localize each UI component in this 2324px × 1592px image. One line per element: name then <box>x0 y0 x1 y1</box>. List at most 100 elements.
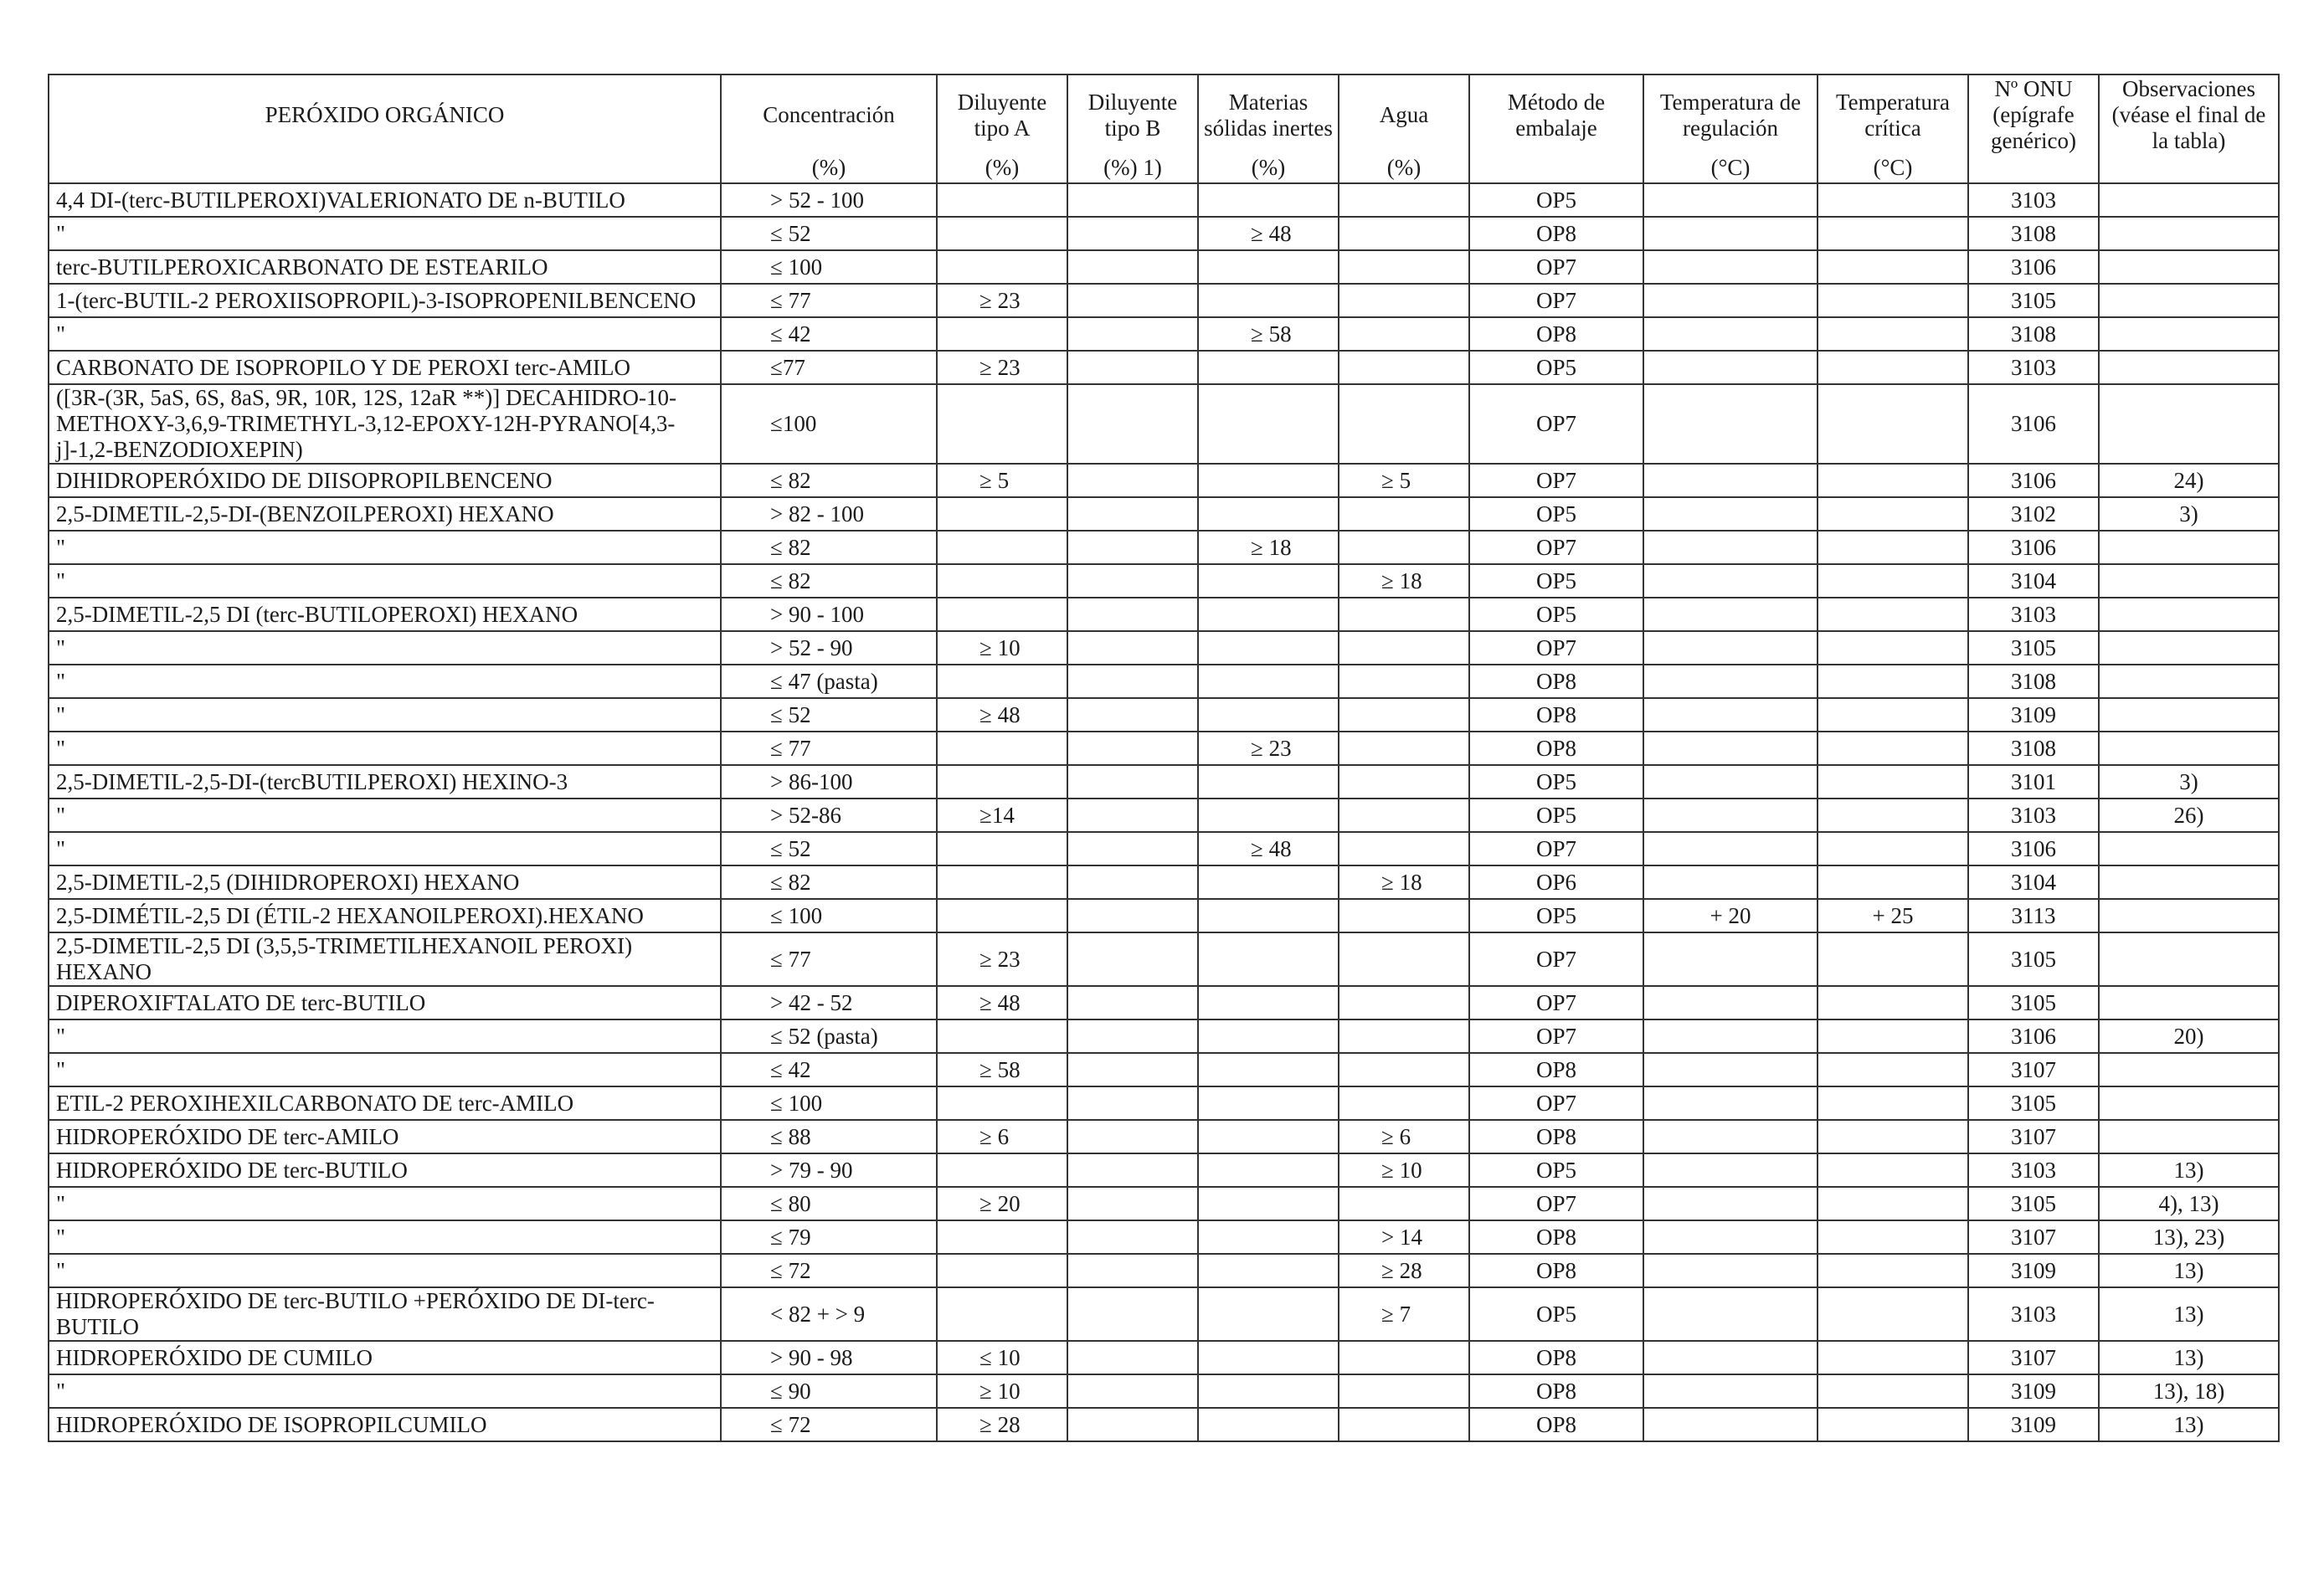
cell-observations: 13), 18) <box>2098 1374 2280 1409</box>
cell-packing-method: OP7 <box>1468 249 1644 285</box>
cell-water <box>1338 350 1470 385</box>
cell-critical-temperature <box>1817 1220 1969 1255</box>
cell-concentration: ≤100 <box>720 383 938 465</box>
cell-packing-method: OP7 <box>1468 283 1644 318</box>
cell-critical-temperature <box>1817 1052 1969 1087</box>
cell-inert-solids: ≥ 48 <box>1197 216 1339 251</box>
cell-control-temperature <box>1643 764 1818 799</box>
cell-un-number: 3113 <box>1967 898 2100 933</box>
cell-observations <box>2098 316 2280 352</box>
cell-un-number: 3106 <box>1967 831 2100 866</box>
cell-concentration: ≤ 90 <box>720 1374 938 1409</box>
cell-control-temperature <box>1643 932 1818 987</box>
header-label: Diluyente tipo B <box>1087 89 1178 141</box>
cell-diluent-type-b <box>1067 1340 1199 1375</box>
cell-diluent-type-b <box>1067 798 1199 833</box>
cell-diluent-type-b <box>1067 1019 1199 1054</box>
cell-diluent-type-a: ≥ 23 <box>936 932 1068 987</box>
header-unit: (%) 1) <box>1103 155 1162 180</box>
cell-control-temperature <box>1643 985 1818 1020</box>
cell-peroxide-name: HIDROPERÓXIDO DE terc-AMILO <box>48 1119 722 1154</box>
cell-critical-temperature <box>1817 597 1969 632</box>
cell-control-temperature <box>1643 496 1818 532</box>
cell-observations <box>2098 664 2280 699</box>
cell-peroxide-name: " <box>48 697 722 732</box>
cell-water <box>1338 630 1470 665</box>
cell-packing-method: OP5 <box>1468 496 1644 532</box>
cell-water <box>1338 932 1470 987</box>
table-row: 2,5-DIMETIL-2,5 DI (terc-BUTILOPEROXI) H… <box>48 597 2280 632</box>
cell-un-number: 3105 <box>1967 630 2100 665</box>
cell-peroxide-name: " <box>48 1253 722 1288</box>
cell-peroxide-name: 2,5-DIMETIL-2,5-DI-(BENZOILPEROXI) HEXAN… <box>48 496 722 532</box>
cell-observations: 13), 23) <box>2098 1220 2280 1255</box>
cell-packing-method: OP8 <box>1468 1220 1644 1255</box>
cell-peroxide-name: CARBONATO DE ISOPROPILO Y DE PEROXI terc… <box>48 350 722 385</box>
cell-peroxide-name: HIDROPERÓXIDO DE terc-BUTILO <box>48 1153 722 1188</box>
table-row: " ≤ 79 > 14 OP8 3107 13), 23) <box>48 1220 2280 1255</box>
cell-observations: 13) <box>2098 1286 2280 1342</box>
cell-water <box>1338 1019 1470 1054</box>
cell-diluent-type-a <box>936 1286 1068 1342</box>
cell-packing-method: OP5 <box>1468 764 1644 799</box>
cell-diluent-type-b <box>1067 764 1199 799</box>
cell-un-number: 3103 <box>1967 1153 2100 1188</box>
cell-water <box>1338 597 1470 632</box>
cell-critical-temperature <box>1817 630 1969 665</box>
cell-concentration: ≤ 79 <box>720 1220 938 1255</box>
cell-control-temperature <box>1643 1119 1818 1154</box>
header-un-number: Nº ONU (epígrafe genérico) <box>1967 74 2100 184</box>
cell-un-number: 3107 <box>1967 1340 2100 1375</box>
cell-peroxide-name: 2,5-DIMETIL-2,5 DI (terc-BUTILOPEROXI) H… <box>48 597 722 632</box>
table-row: " ≤ 82 ≥ 18 OP7 3106 <box>48 530 2280 565</box>
cell-packing-method: OP7 <box>1468 985 1644 1020</box>
cell-critical-temperature <box>1817 831 1969 866</box>
header-unit: (%) <box>1251 155 1286 180</box>
cell-un-number: 3105 <box>1967 985 2100 1020</box>
cell-control-temperature: + 20 <box>1643 898 1818 933</box>
header-critical-temperature: Temperatura crítica (°C) <box>1817 74 1969 184</box>
cell-peroxide-name: 2,5-DIMÉTIL-2,5 DI (ÉTIL-2 HEXANOILPEROX… <box>48 898 722 933</box>
cell-critical-temperature <box>1817 316 1969 352</box>
cell-diluent-type-b <box>1067 1153 1199 1188</box>
cell-inert-solids: ≥ 58 <box>1197 316 1339 352</box>
cell-concentration: ≤ 82 <box>720 530 938 565</box>
cell-water <box>1338 383 1470 465</box>
cell-packing-method: OP7 <box>1468 530 1644 565</box>
cell-control-temperature <box>1643 731 1818 766</box>
cell-diluent-type-a <box>936 530 1068 565</box>
table-row: HIDROPERÓXIDO DE terc-BUTILO > 79 - 90 ≥ 1… <box>48 1153 2280 1188</box>
cell-critical-temperature <box>1817 1407 1969 1442</box>
cell-observations <box>2098 1119 2280 1154</box>
cell-diluent-type-a <box>936 182 1068 218</box>
cell-diluent-type-a <box>936 865 1068 900</box>
cell-diluent-type-a <box>936 1253 1068 1288</box>
cell-peroxide-name: " <box>48 563 722 598</box>
cell-water <box>1338 985 1470 1020</box>
cell-un-number: 3109 <box>1967 697 2100 732</box>
cell-water: ≥ 7 <box>1338 1286 1470 1342</box>
cell-concentration: > 86-100 <box>720 764 938 799</box>
cell-observations <box>2098 731 2280 766</box>
cell-peroxide-name: " <box>48 831 722 866</box>
cell-peroxide-name: HIDROPERÓXIDO DE CUMILO <box>48 1340 722 1375</box>
cell-critical-temperature <box>1817 182 1969 218</box>
cell-critical-temperature <box>1817 985 1969 1020</box>
cell-diluent-type-b <box>1067 316 1199 352</box>
cell-concentration: ≤ 88 <box>720 1119 938 1154</box>
cell-critical-temperature <box>1817 350 1969 385</box>
cell-water <box>1338 1340 1470 1375</box>
table-row: ([3R-(3R, 5aS, 6S, 8aS, 9R, 10R, 12S, 12… <box>48 383 2280 465</box>
cell-diluent-type-a: ≥ 48 <box>936 985 1068 1020</box>
cell-inert-solids <box>1197 563 1339 598</box>
cell-un-number: 3101 <box>1967 764 2100 799</box>
cell-observations <box>2098 530 2280 565</box>
cell-inert-solids <box>1197 985 1339 1020</box>
cell-water <box>1338 1086 1470 1121</box>
cell-un-number: 3106 <box>1967 249 2100 285</box>
header-label: Agua <box>1379 102 1429 127</box>
cell-critical-temperature <box>1817 463 1969 498</box>
cell-peroxide-name: " <box>48 1019 722 1054</box>
cell-observations <box>2098 283 2280 318</box>
cell-water <box>1338 898 1470 933</box>
